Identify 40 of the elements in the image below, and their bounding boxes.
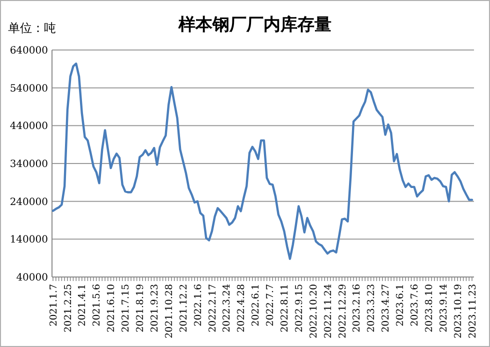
y-axis-title: 单位：吨	[8, 21, 56, 35]
x-tick-label: 2023.9.14	[438, 284, 450, 332]
line-series	[52, 62, 474, 260]
x-tick-label: 2021.9.23	[149, 284, 160, 332]
x-tick-label: 2023.2.16	[352, 284, 363, 332]
x-tick-label: 2021.5.6	[92, 284, 103, 326]
chart-title: 样本钢厂厂内库存量	[178, 15, 332, 35]
x-tick-label: 2021.4.1	[77, 284, 88, 326]
y-tick-label: 40000	[16, 272, 48, 284]
x-tick-label: 2021.8.19	[135, 284, 146, 332]
x-tick-label: 2021.10.28	[164, 284, 175, 338]
x-tick-label: 2023.10.19	[452, 284, 464, 338]
x-tick-label: 2022.9.15	[294, 284, 305, 332]
x-tick-label: 2023.3.23	[366, 284, 378, 332]
x-tick-label: 2021.7.15	[120, 284, 132, 332]
x-tick-label: 2022.3.24	[222, 284, 233, 332]
y-tick-label: 240000	[10, 196, 48, 208]
x-tick-label: 2022.12.29	[337, 284, 348, 338]
y-tick-label: 640000	[10, 46, 48, 56]
x-tick-label: 2022.1.6	[192, 284, 204, 326]
x-tick-label: 2023.7.6	[410, 284, 421, 326]
x-tick-label: 2022.7.7	[265, 284, 276, 326]
x-tick-label: 2022.10.20	[308, 284, 320, 338]
y-tick-label: 540000	[10, 83, 48, 94]
x-tick-label: 2022.6.1	[250, 284, 262, 326]
x-tick-label: 2022.4.28	[236, 284, 248, 332]
x-tick-label: 2023.8.10	[424, 284, 435, 332]
x-tick-label: 2021.1.7	[48, 284, 60, 326]
x-tick-label: 2021.12.2	[178, 284, 190, 332]
x-tick-label: 2021.6.10	[106, 284, 118, 332]
x-tick-label: 2022.8.11	[279, 284, 290, 332]
x-tick-label: 2021.2.25	[62, 284, 74, 332]
x-tick-label: 2023.11.23	[467, 284, 478, 338]
x-tick-label: 2023.4.27	[380, 284, 392, 332]
x-tick-label: 2022.11.24	[322, 284, 334, 338]
y-tick-label: 440000	[10, 121, 48, 132]
x-tick-label: 2023.6.1	[395, 284, 406, 326]
y-tick-label: 340000	[10, 159, 48, 170]
y-tick-label: 140000	[10, 234, 48, 246]
x-tick-label: 2022.2.17	[207, 284, 218, 332]
